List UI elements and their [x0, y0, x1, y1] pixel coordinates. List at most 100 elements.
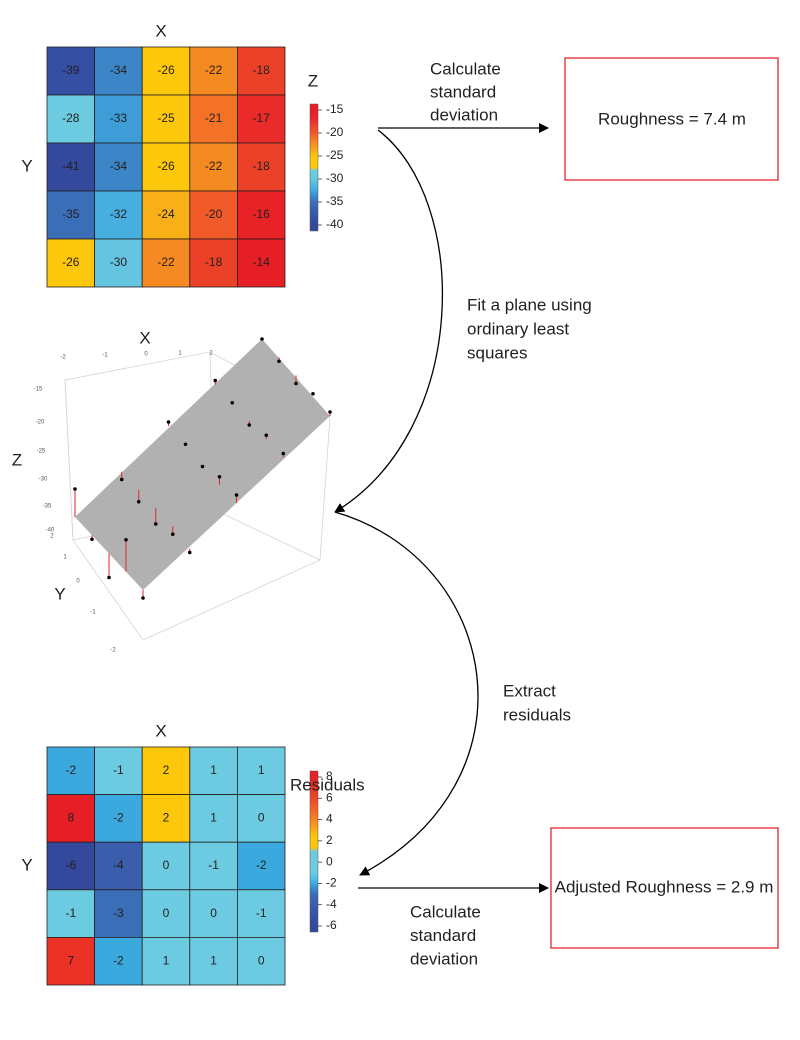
colorbar-tick-label: -4: [326, 897, 337, 911]
axis-tick-label: -40: [46, 528, 55, 534]
grid-cell: [189, 794, 238, 843]
cell-value: -4: [113, 858, 124, 872]
cell-value: -1: [208, 858, 219, 872]
data-point: [277, 359, 281, 364]
grid-cell: [141, 937, 191, 986]
grid-cell: [236, 889, 286, 938]
cell-value: -20: [205, 207, 223, 221]
cell-value: -35: [62, 207, 80, 221]
adjusted-roughness: Adjusted Roughness = 2.9 m: [555, 877, 774, 896]
step-label: deviation: [410, 949, 478, 968]
cell-value: -34: [110, 63, 128, 77]
grid-cell: [236, 142, 286, 192]
x-axis-label: X: [139, 328, 150, 347]
cell-value: -22: [205, 159, 223, 173]
data-point: [141, 596, 145, 600]
data-point: [328, 410, 332, 414]
cell-value: -21: [205, 111, 223, 125]
axis-tick-label: 2: [209, 351, 213, 357]
cell-value: -2: [113, 953, 124, 967]
cell-value: 1: [163, 953, 170, 967]
cell-value: 8: [67, 811, 74, 825]
cell-value: 1: [210, 811, 217, 825]
data-point: [187, 550, 192, 555]
data-point: [166, 420, 171, 424]
cell-value: -16: [253, 207, 271, 221]
data-point: [234, 493, 239, 497]
cell-value: -28: [62, 111, 80, 125]
cell-value: -1: [256, 906, 267, 920]
grid-cell: [94, 937, 143, 986]
data-point: [230, 400, 235, 405]
grid-cell: [141, 746, 191, 795]
grid-cell: [94, 142, 143, 192]
cell-value: 0: [258, 811, 265, 825]
grid-cell: [189, 46, 238, 96]
colorbar-tick-label: -15: [326, 102, 344, 116]
cell-value: 0: [163, 858, 170, 872]
axis-tick-label: -15: [34, 387, 43, 393]
cell-value: 1: [210, 953, 217, 967]
x-axis-label: X: [155, 21, 166, 40]
colorbar-tick-label: -20: [326, 125, 344, 139]
colorbar-tick-label: 0: [326, 854, 333, 868]
step-label: Calculate: [410, 902, 481, 921]
data-point: [107, 575, 111, 580]
grid-cell: [141, 238, 191, 288]
grid-cell: [141, 841, 191, 891]
step-label: Extract: [503, 681, 556, 700]
colorbar-tick-label: -30: [326, 171, 344, 185]
cell-value: 1: [210, 763, 217, 777]
data-point: [260, 337, 264, 341]
cell-value: -18: [253, 159, 271, 173]
grid-cell: [236, 94, 286, 144]
cell-value: -24: [157, 207, 175, 221]
axis-tick-label: -1: [90, 610, 96, 616]
cell-value: 0: [210, 906, 217, 920]
step-label: deviation: [430, 105, 498, 124]
data-point: [213, 378, 218, 383]
cell-value: -17: [253, 111, 271, 125]
colorbar: [309, 103, 319, 232]
data-point: [294, 381, 298, 386]
y-axis-label: Y: [21, 855, 32, 874]
cell-value: -2: [65, 763, 76, 777]
axis-tick-label: -2: [110, 648, 116, 654]
grid-cell: [236, 746, 286, 795]
grid-cell: [141, 794, 191, 843]
cell-value: -2: [113, 811, 124, 825]
cell-value: 0: [258, 953, 265, 967]
data-point: [90, 537, 94, 542]
axis-tick-label: -1: [102, 353, 108, 359]
x-axis-label: X: [155, 721, 166, 740]
z-axis-label: Z: [12, 450, 22, 469]
cell-value: -14: [253, 255, 271, 269]
grid-cell: [189, 190, 238, 240]
grid-cell: [46, 46, 95, 96]
grid-cell: [46, 889, 95, 938]
cell-value: -26: [157, 63, 175, 77]
data-point: [73, 487, 77, 491]
cell-value: -18: [205, 255, 223, 269]
cell-value: -34: [110, 159, 128, 173]
cell-value: -1: [65, 906, 76, 920]
step-label: standard: [430, 82, 496, 101]
data-point: [183, 442, 188, 447]
colorbar-tick-label: -6: [326, 918, 337, 932]
step-label: Calculate: [430, 59, 501, 78]
grid-cell: [46, 746, 95, 795]
axis-tick-label: -25: [37, 449, 46, 455]
data-point: [264, 433, 269, 438]
colorbar-title: Residuals: [290, 775, 365, 794]
data-point: [119, 477, 124, 482]
colorbar-title: Z: [308, 71, 318, 90]
cell-value: 2: [163, 763, 170, 777]
colorbar-tick-label: -40: [326, 217, 344, 231]
cell-value: -18: [253, 63, 271, 77]
cell-value: -25: [157, 111, 175, 125]
axis-tick-label: -20: [36, 420, 45, 426]
cell-value: -22: [205, 63, 223, 77]
axis-tick-label: -35: [43, 504, 52, 510]
grid-cell: [141, 190, 191, 240]
